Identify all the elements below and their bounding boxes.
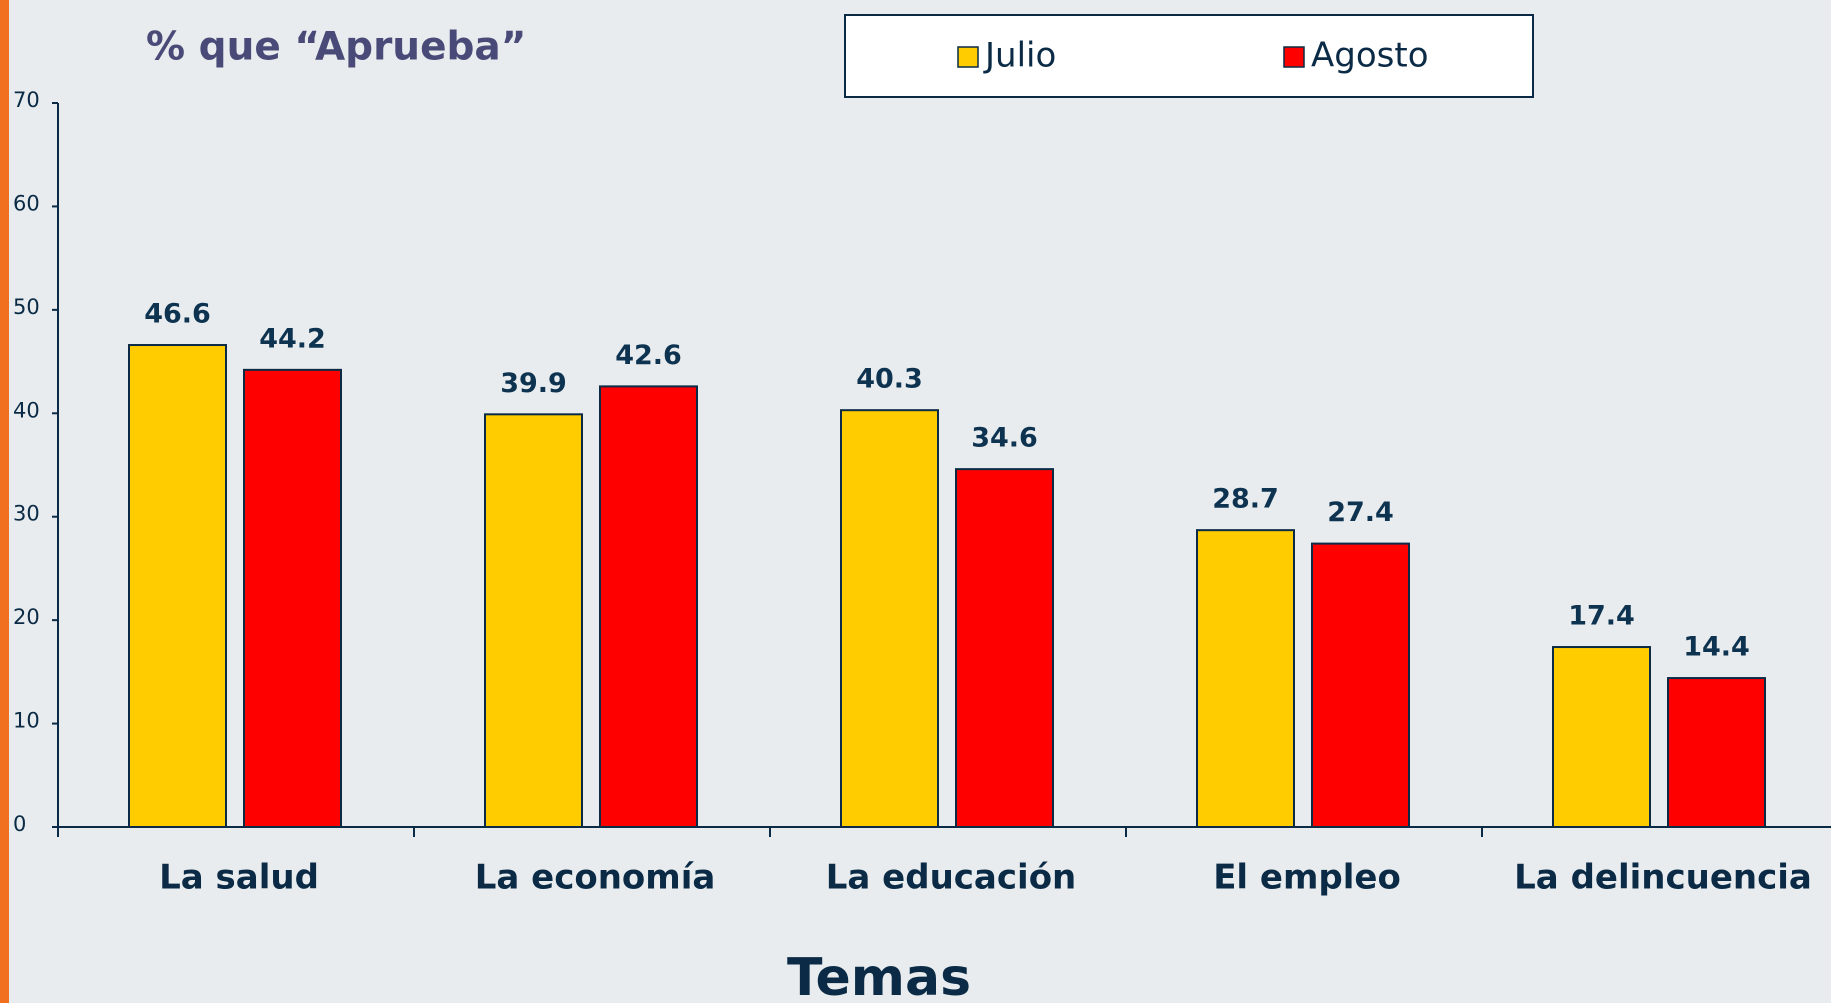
side-strip: [0, 0, 9, 1003]
value-label: 39.9: [500, 368, 567, 399]
bar: [243, 368, 342, 828]
legend: [844, 14, 1534, 98]
y-tick-label: 70: [13, 88, 40, 112]
x-axis-label: Temas: [787, 948, 971, 1003]
value-label: 44.2: [259, 323, 326, 354]
legend-label: Julio: [983, 36, 1056, 76]
y-tick-label: 50: [13, 295, 40, 319]
bar: [1667, 677, 1766, 829]
value-label: 40.3: [856, 364, 923, 395]
x-tick-label: La delincuencia: [1514, 858, 1812, 898]
y-tick-label: 10: [13, 709, 40, 733]
bar: [1552, 646, 1651, 829]
bar: [955, 468, 1054, 828]
value-label: 14.4: [1683, 632, 1750, 663]
bar: [484, 413, 583, 828]
x-tick-label: El empleo: [1213, 858, 1401, 898]
legend-label: Agosto: [1311, 36, 1429, 76]
bar: [840, 409, 939, 828]
bar: [1196, 529, 1295, 828]
value-label: 46.6: [144, 299, 211, 330]
bar: [599, 385, 698, 828]
value-label: 34.6: [971, 423, 1038, 454]
value-label: 27.4: [1327, 497, 1394, 528]
value-label: 17.4: [1568, 601, 1635, 632]
y-tick-label: 60: [13, 191, 40, 215]
x-tick-label: La salud: [159, 858, 319, 898]
bar: [1311, 542, 1410, 828]
x-tick-label: La economía: [475, 858, 716, 898]
x-tick-label: La educación: [826, 858, 1077, 898]
y-tick-label: 20: [13, 605, 40, 629]
value-label: 42.6: [615, 340, 682, 371]
legend-marker: [1283, 46, 1305, 68]
y-tick-label: 0: [13, 812, 26, 836]
y-tick-label: 30: [13, 502, 40, 526]
y-tick-label: 40: [13, 398, 40, 422]
chart-title: % que “Aprueba”: [146, 25, 526, 70]
legend-marker: [957, 46, 979, 68]
bar: [128, 344, 227, 828]
value-label: 28.7: [1212, 484, 1279, 515]
